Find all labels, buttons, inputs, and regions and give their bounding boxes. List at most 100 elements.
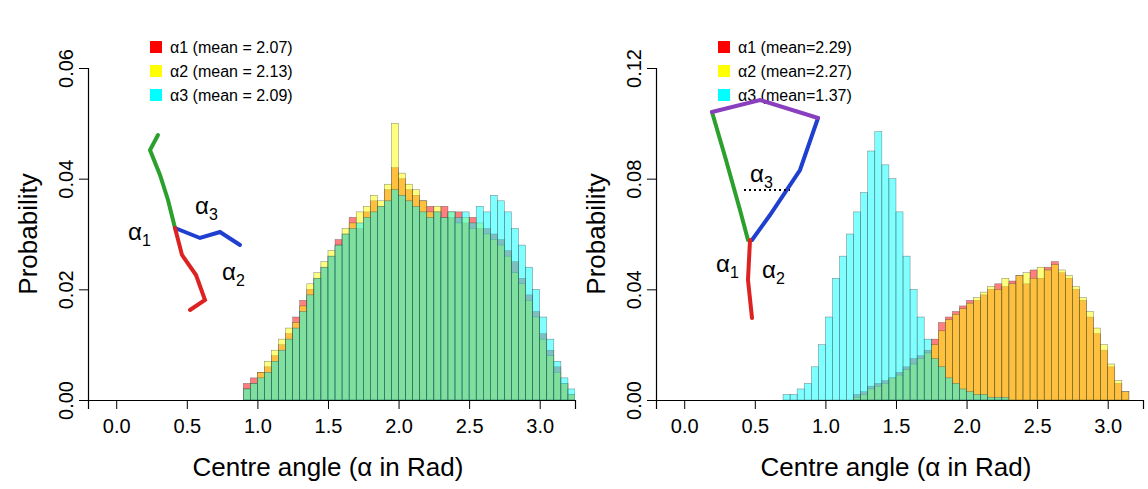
inset-strand bbox=[712, 100, 818, 118]
histogram-bar bbox=[448, 212, 455, 400]
histogram-bar bbox=[1122, 392, 1129, 400]
tick-label: 0.12 bbox=[623, 49, 645, 88]
histogram-bar bbox=[314, 273, 321, 400]
tick: 0.04 bbox=[623, 270, 656, 309]
histogram-bar bbox=[1030, 270, 1037, 400]
annotation: α1 bbox=[716, 250, 739, 281]
tick: 2.0 bbox=[385, 400, 413, 437]
histogram-bar bbox=[250, 383, 257, 400]
tick-mark bbox=[647, 289, 656, 290]
histogram-bar bbox=[882, 165, 889, 400]
y-axis: 0.000.040.080.12 bbox=[623, 49, 657, 420]
histogram-bar bbox=[243, 389, 250, 400]
histogram-bar bbox=[811, 367, 818, 400]
histogram-bar bbox=[931, 339, 938, 400]
histogram-bar bbox=[427, 217, 434, 400]
histogram-bar bbox=[511, 228, 518, 400]
inset-strand bbox=[150, 135, 175, 228]
tick-label: 2.5 bbox=[456, 415, 484, 437]
histogram-bar bbox=[328, 256, 335, 400]
tick-label: 0.0 bbox=[671, 415, 699, 437]
tick-label: 0.06 bbox=[55, 49, 77, 88]
histogram-bar bbox=[875, 132, 882, 400]
histogram-bar bbox=[945, 317, 952, 400]
histogram-bar bbox=[420, 201, 427, 400]
histogram-bar bbox=[377, 206, 384, 400]
histogram-bar bbox=[959, 389, 966, 400]
histogram-bar bbox=[293, 328, 300, 400]
histogram-bar bbox=[924, 339, 931, 400]
histogram-bar bbox=[938, 367, 945, 400]
histogram-bar bbox=[554, 361, 561, 400]
inset-strand bbox=[175, 228, 205, 310]
histogram-bar bbox=[370, 201, 377, 400]
histogram-bar bbox=[974, 298, 981, 400]
histogram-bar bbox=[314, 278, 321, 400]
panel: 0.00.51.01.52.02.53.00.000.020.040.06Cen… bbox=[13, 39, 575, 482]
tick-label: 1.5 bbox=[883, 415, 911, 437]
tick-label: 3.0 bbox=[1094, 415, 1122, 437]
histogram-bar bbox=[995, 289, 1002, 400]
x-axis: 0.00.51.01.52.02.53.0 bbox=[657, 400, 1144, 437]
histogram-bar bbox=[1037, 267, 1044, 400]
histogram-bar bbox=[931, 359, 938, 401]
histogram-bar bbox=[335, 240, 342, 400]
histogram-bar bbox=[931, 345, 938, 400]
tick-mark bbox=[684, 400, 685, 409]
histogram-bar bbox=[413, 190, 420, 400]
tick-mark bbox=[116, 400, 117, 409]
histogram-bar bbox=[797, 389, 804, 400]
histogram-bar bbox=[818, 345, 825, 400]
tick-mark bbox=[647, 68, 656, 69]
histogram-bar bbox=[945, 378, 952, 400]
histogram-bar bbox=[243, 383, 250, 400]
histogram-bar bbox=[307, 284, 314, 400]
tick-mark bbox=[1037, 400, 1038, 409]
histogram-bar bbox=[1016, 276, 1023, 401]
tick-mark bbox=[257, 400, 258, 409]
annotation: α2 bbox=[222, 258, 245, 289]
histogram-bar bbox=[300, 300, 307, 400]
histogram-bar bbox=[321, 267, 328, 400]
series bbox=[783, 132, 1009, 400]
legend: α1 (mean=2.29)α2 (mean=2.27)α3 (mean=1.3… bbox=[718, 39, 852, 104]
axis-line bbox=[657, 401, 1144, 410]
tick-mark bbox=[540, 400, 541, 409]
histogram-bar bbox=[1023, 273, 1030, 400]
histogram-bar bbox=[945, 320, 952, 400]
annotation: α2 bbox=[762, 256, 785, 287]
histogram-bar bbox=[441, 206, 448, 400]
histogram-bar bbox=[384, 190, 391, 400]
histogram-bar bbox=[967, 300, 974, 400]
histogram-bar bbox=[790, 394, 797, 400]
histogram-bar bbox=[272, 356, 279, 400]
histogram-bar bbox=[455, 217, 462, 400]
tick: 0.06 bbox=[55, 49, 88, 88]
histogram-bar bbox=[441, 217, 448, 400]
histogram-bar bbox=[264, 361, 271, 400]
tick: 2.5 bbox=[456, 400, 484, 437]
tick: 0.08 bbox=[623, 160, 656, 199]
axis-title: Centre angle (α in Rad) bbox=[193, 452, 464, 482]
histogram-bar bbox=[490, 195, 497, 400]
histogram-bar bbox=[1002, 278, 1009, 400]
axis-line bbox=[89, 401, 576, 410]
histogram-bar bbox=[356, 212, 363, 400]
histogram-bar bbox=[952, 311, 959, 400]
legend-label: α2 (mean=2.27) bbox=[738, 63, 852, 80]
x-axis: 0.00.51.01.52.02.53.0 bbox=[89, 400, 576, 437]
histogram-bar bbox=[825, 317, 832, 400]
bars bbox=[243, 123, 575, 400]
histogram-bar bbox=[1009, 284, 1016, 400]
histogram-bar bbox=[335, 245, 342, 400]
tick-mark bbox=[399, 400, 400, 409]
histogram-bar bbox=[272, 361, 279, 400]
tick-mark bbox=[328, 400, 329, 409]
inset: α1α2α3 bbox=[712, 100, 818, 318]
series bbox=[243, 168, 575, 400]
histogram-bar bbox=[406, 184, 413, 400]
tick-mark bbox=[967, 400, 968, 409]
histogram-bar bbox=[279, 350, 286, 400]
histogram-bar bbox=[307, 289, 314, 400]
histogram-bar bbox=[434, 212, 441, 400]
